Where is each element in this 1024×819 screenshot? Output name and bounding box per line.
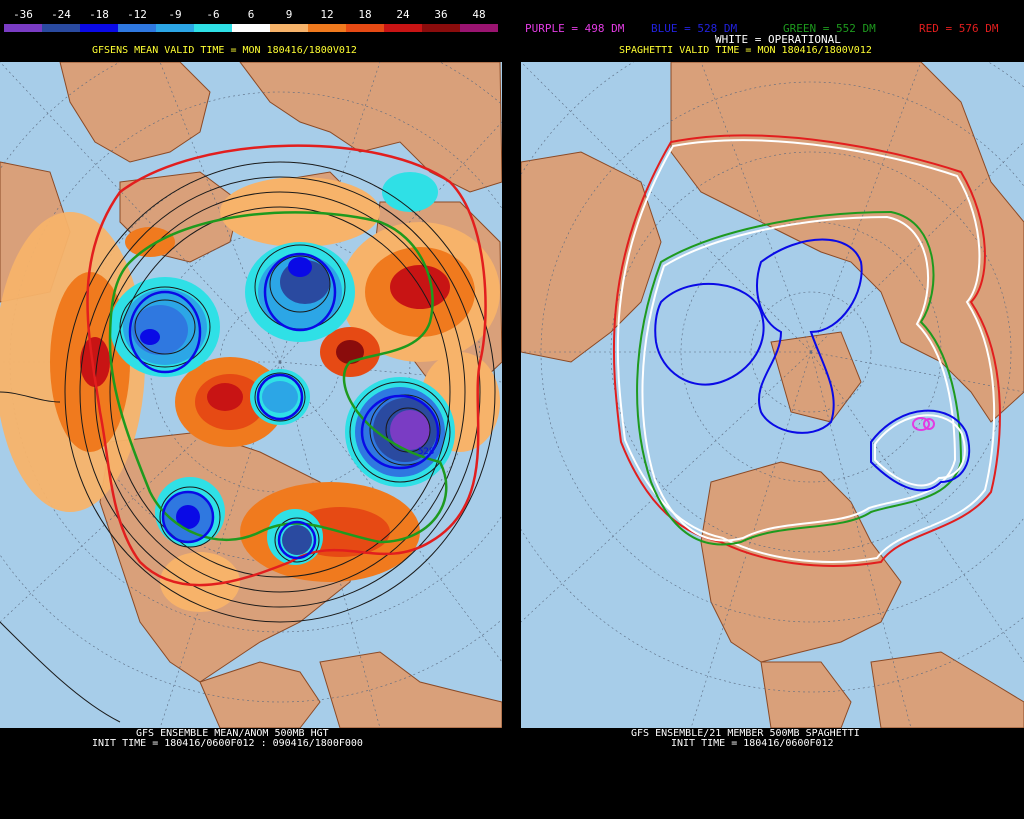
scale-tick-label: -9: [168, 8, 182, 21]
mean-footer-init: INIT TIME = 180416/0600F012 : 090416/180…: [92, 738, 363, 749]
contour-528: [128, 252, 440, 560]
ensemble-mean-panel: -36 -24 -18 -12 -9 -6 6 9 12 18 24 36 48 GFSENS MEAN…: [0, 0, 502, 819]
scale-swatch: [384, 24, 422, 32]
scale-tick-label: -18: [89, 8, 109, 21]
scale-swatch: [156, 24, 194, 32]
spaghetti-valid-time: SPAGHETTI VALID TIME = MON 180416/1800V0…: [619, 45, 872, 56]
mean-valid-time: GFSENS MEAN VALID TIME = MON 180416/1800…: [92, 45, 357, 56]
scale-swatch: [194, 24, 232, 32]
spaghetti-footer-init: INIT TIME = 180416/0600F012: [671, 738, 834, 749]
legend-purple: PURPLE = 498 DM: [525, 22, 625, 35]
scale-swatch: [42, 24, 80, 32]
spaghetti-footer-title: GFS ENSEMBLE/21 MEMBER 500MB SPAGHETTI: [631, 728, 860, 739]
legend-white: WHITE = OPERATIONAL: [715, 33, 841, 46]
scale-tick-label: 9: [285, 8, 293, 21]
scale-swatch: [80, 24, 118, 32]
spaghetti-map: [521, 62, 1024, 728]
scale-tick-label: -6: [206, 8, 220, 21]
scale-tick-label: 12: [320, 8, 334, 21]
scale-tick-label: -24: [51, 8, 71, 21]
legend-blue: BLUE = 528 DM: [651, 22, 738, 35]
contour-552: [108, 211, 448, 544]
scale-tick-label: 36: [434, 8, 448, 21]
scale-swatch: [270, 24, 308, 32]
contour-value-label: 528: [418, 447, 434, 457]
scale-swatch: [4, 24, 42, 32]
scale-swatch: [308, 24, 346, 32]
land-masses: [521, 62, 1024, 728]
scale-tick-label: 24: [396, 8, 410, 21]
anomaly-color-scale: -36 -24 -18 -12 -9 -6 6 9 12 18 24 36 48: [0, 0, 502, 36]
scale-swatch: [118, 24, 156, 32]
scale-color-bar: [4, 24, 498, 32]
height-contours: [0, 161, 496, 723]
legend-red: RED = 576 DM: [919, 22, 999, 35]
scale-tick-label: -36: [13, 8, 33, 21]
scale-tick-label: 18: [358, 8, 372, 21]
scale-swatch: [346, 24, 384, 32]
scale-tick-labels: -36 -24 -18 -12 -9 -6 6 9 12 18 24 36 48: [0, 8, 502, 22]
contour-576: [86, 144, 487, 587]
spaghetti-498: [912, 417, 935, 431]
scale-tick-label: -12: [127, 8, 147, 21]
scale-tick-label: 48: [472, 8, 486, 21]
spaghetti-576: [612, 134, 1001, 567]
spaghetti-panel: PURPLE = 498 DM BLUE = 528 DM GREEN = 55…: [521, 0, 1024, 819]
scale-swatch: [232, 24, 270, 32]
mean-footer-title: GFS ENSEMBLE MEAN/ANOM 500MB HGT: [136, 728, 329, 739]
scale-tick-label: 6: [247, 8, 255, 21]
spaghetti-528: [654, 238, 971, 492]
mean-anomaly-map: 528: [0, 62, 502, 728]
legend-green: GREEN = 552 DM: [783, 22, 876, 35]
scale-swatch: [422, 24, 460, 32]
lat-lon-grid: [521, 62, 1024, 728]
scale-swatch: [460, 24, 498, 32]
panel-divider: [502, 0, 521, 819]
